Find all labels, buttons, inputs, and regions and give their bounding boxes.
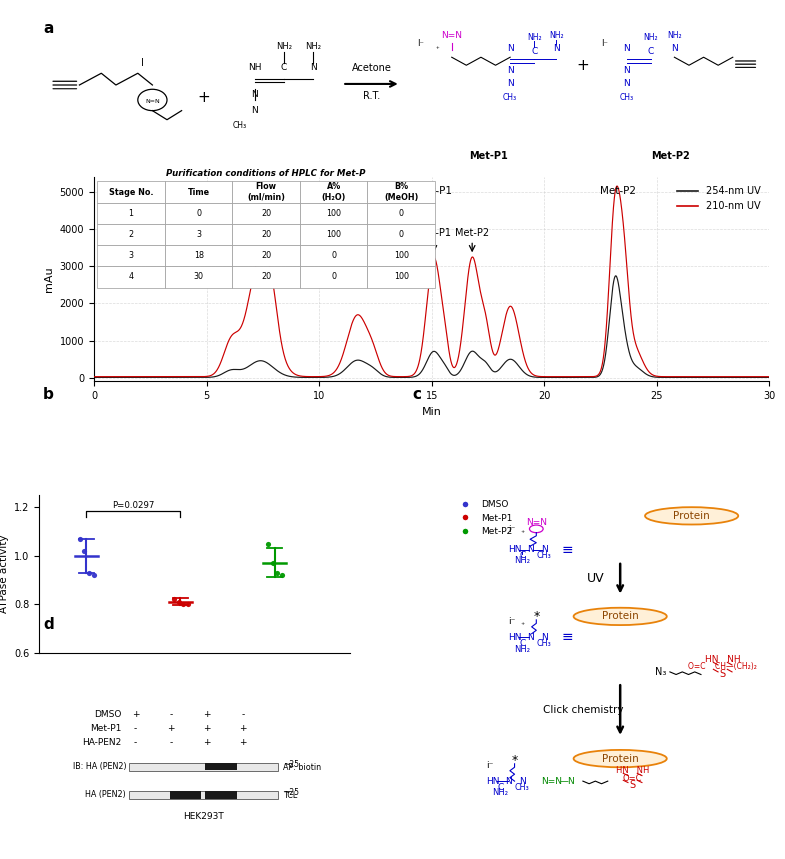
Text: ≡: ≡: [561, 631, 573, 644]
Text: CH₃: CH₃: [537, 551, 551, 560]
Text: HA-PEN2: HA-PEN2: [82, 738, 122, 747]
Text: N=N: N=N: [542, 777, 562, 786]
Text: +: +: [167, 724, 175, 734]
Text: N: N: [541, 633, 547, 642]
Bar: [206, 791, 236, 799]
Text: *: *: [512, 754, 517, 767]
Text: UV: UV: [586, 572, 604, 585]
Text: S: S: [720, 669, 726, 679]
Text: C: C: [519, 639, 525, 648]
Text: Protein: Protein: [602, 753, 638, 764]
Text: HN: HN: [508, 633, 521, 642]
Text: N: N: [505, 777, 512, 786]
Point: [261, 537, 274, 551]
Text: C: C: [498, 783, 504, 792]
Text: NH₂: NH₂: [492, 789, 509, 797]
Text: b: b: [43, 387, 54, 402]
Y-axis label: ATPase activity: ATPase activity: [0, 534, 9, 613]
Text: ⁺: ⁺: [520, 620, 524, 630]
Text: AP: biotin: AP: biotin: [283, 763, 321, 772]
Text: HN: HN: [486, 777, 499, 786]
Text: c: c: [412, 387, 421, 402]
Text: HN   NH: HN NH: [616, 766, 649, 775]
Text: ~25: ~25: [283, 760, 299, 769]
Point: [276, 568, 288, 582]
Text: HN   NH: HN NH: [705, 655, 740, 664]
Text: -: -: [170, 738, 173, 747]
Text: DMSO: DMSO: [94, 710, 122, 719]
Ellipse shape: [574, 608, 666, 625]
Text: HN: HN: [508, 545, 521, 554]
Text: +: +: [203, 738, 210, 747]
Bar: [206, 764, 236, 771]
Text: -: -: [134, 724, 137, 734]
Text: i⁻: i⁻: [508, 525, 515, 534]
Text: CH₃: CH₃: [537, 639, 551, 648]
Point: [74, 532, 86, 545]
Text: -: -: [241, 710, 244, 719]
Text: NH₂: NH₂: [514, 557, 531, 565]
Text: P=0.0297: P=0.0297: [112, 501, 155, 509]
Text: NH₂: NH₂: [514, 644, 531, 654]
Text: i⁻: i⁻: [508, 617, 515, 626]
Text: Met-P1: Met-P1: [90, 724, 122, 734]
Text: CH₃: CH₃: [515, 783, 530, 792]
Point: [177, 597, 189, 611]
Text: C: C: [519, 551, 525, 560]
Text: Protein: Protein: [674, 511, 710, 521]
Text: +: +: [239, 724, 246, 734]
Text: +: +: [203, 724, 210, 734]
Text: —N: —N: [560, 777, 575, 786]
Point: [167, 593, 180, 606]
Text: N₃: N₃: [655, 667, 666, 677]
Text: ≡: ≡: [561, 543, 573, 557]
Text: S: S: [630, 781, 636, 790]
Bar: [170, 791, 201, 799]
Point: [172, 594, 184, 608]
Text: +: +: [203, 710, 210, 719]
Text: +: +: [239, 738, 246, 747]
Point: [271, 566, 283, 580]
Bar: [130, 763, 279, 771]
Text: +: +: [132, 710, 139, 719]
Text: IB: HA (PEN2): IB: HA (PEN2): [72, 762, 126, 771]
Text: N: N: [541, 545, 547, 554]
Text: i⁻: i⁻: [486, 761, 494, 770]
Text: O=C    CH—(CH₂)₂: O=C CH—(CH₂)₂: [688, 662, 758, 671]
Text: N=N: N=N: [526, 518, 547, 527]
Text: Click chemistry: Click chemistry: [542, 705, 623, 715]
Text: ~25: ~25: [283, 788, 299, 797]
Text: N: N: [527, 633, 534, 642]
Point: [88, 568, 100, 582]
Point: [266, 556, 279, 570]
Text: TCL: TCL: [283, 791, 298, 800]
Text: ⁺: ⁺: [520, 528, 524, 538]
Text: *: *: [533, 610, 539, 623]
Text: N: N: [519, 777, 526, 786]
Text: O=C: O=C: [623, 773, 642, 783]
Legend: DMSO, Met-P1, Met-P2: DMSO, Met-P1, Met-P2: [452, 497, 517, 539]
Text: -: -: [134, 738, 137, 747]
Point: [181, 597, 194, 611]
Text: d: d: [43, 617, 54, 631]
Text: a: a: [43, 21, 53, 36]
Text: Protein: Protein: [602, 612, 638, 621]
Text: HEK293T: HEK293T: [184, 812, 225, 821]
Bar: [130, 790, 279, 799]
Point: [83, 566, 96, 580]
Ellipse shape: [645, 507, 738, 525]
Text: -: -: [170, 710, 173, 719]
Text: N: N: [527, 545, 534, 554]
Point: [78, 544, 91, 557]
Ellipse shape: [574, 750, 666, 767]
Text: HA (PEN2): HA (PEN2): [86, 790, 126, 800]
